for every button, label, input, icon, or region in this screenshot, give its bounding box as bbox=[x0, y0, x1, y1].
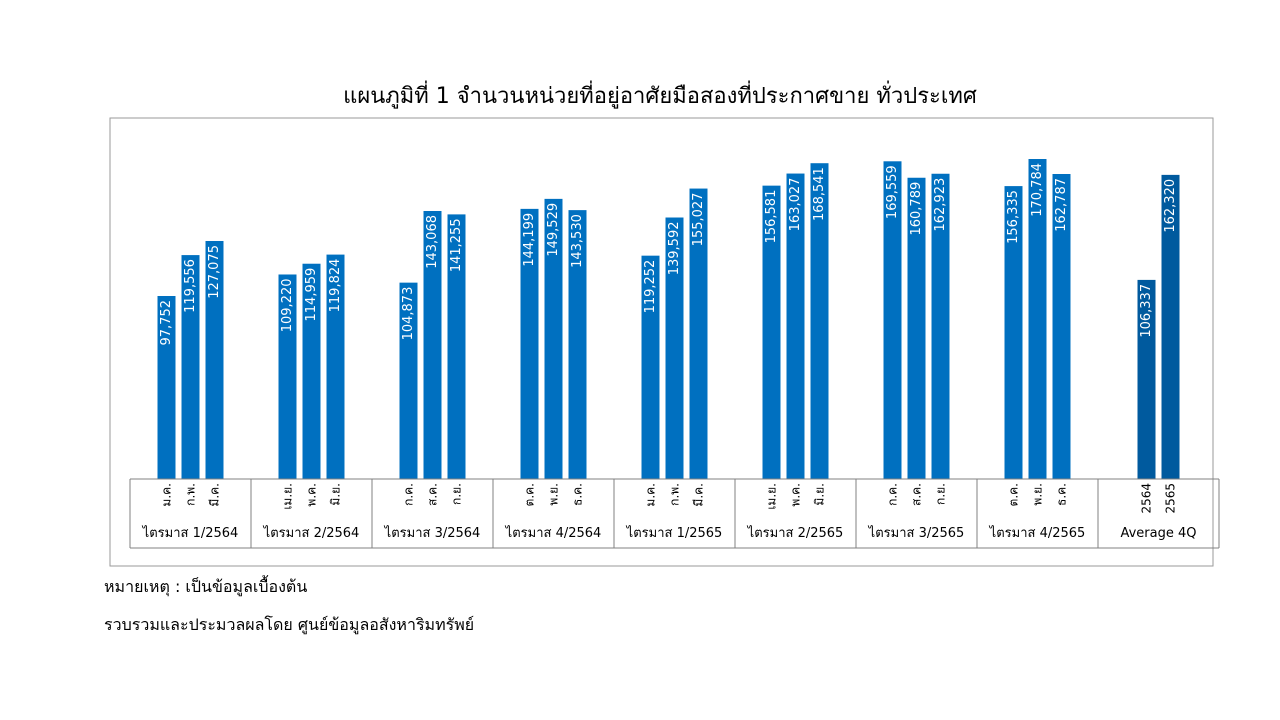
footnote-preliminary: หมายเหตุ : เป็นข้อมูลเบื้องต้น bbox=[104, 577, 308, 596]
bar-value-label: 114,959 bbox=[304, 268, 319, 322]
bar bbox=[520, 208, 539, 479]
bar bbox=[1161, 174, 1180, 479]
bar-value-label: 156,335 bbox=[1006, 190, 1021, 244]
month-tick-label: พ.ย. bbox=[1031, 483, 1045, 506]
bar bbox=[1004, 186, 1023, 479]
month-tick-label: ก.ค. bbox=[402, 483, 416, 506]
bar bbox=[326, 254, 345, 479]
bar-value-label: 155,027 bbox=[691, 193, 706, 247]
month-tick-label: ม.ค. bbox=[160, 483, 174, 507]
bar-value-label: 160,789 bbox=[909, 182, 924, 236]
month-tick-label: พ.ค. bbox=[305, 483, 319, 507]
bar-value-label: 169,559 bbox=[885, 165, 900, 219]
month-tick-label: ธ.ค. bbox=[571, 483, 585, 506]
month-tick-label: ต.ค. bbox=[1007, 483, 1021, 506]
month-tick-label: มิ.ย. bbox=[813, 483, 827, 506]
month-tick-label: ก.พ. bbox=[184, 483, 198, 506]
bar bbox=[568, 210, 587, 480]
bars-layer: 97,752 119,556 127,075 109,220 114,959 119,82… bbox=[157, 159, 1180, 480]
bar bbox=[447, 214, 466, 479]
bar bbox=[931, 173, 950, 479]
group-label: ไตรมาส 3/2564 bbox=[384, 525, 481, 541]
bar-value-label: 162,787 bbox=[1054, 178, 1069, 232]
month-tick-label: ก.ย. bbox=[450, 483, 464, 505]
group-label: ไตรมาส 4/2564 bbox=[505, 525, 602, 541]
bar bbox=[1137, 279, 1156, 479]
bar-value-label: 156,581 bbox=[764, 190, 779, 244]
bar-value-label: 139,592 bbox=[667, 222, 682, 276]
bar bbox=[302, 263, 321, 479]
bar bbox=[907, 177, 926, 480]
bar bbox=[665, 217, 684, 479]
bar bbox=[399, 282, 418, 479]
month-tick-label: มี.ค. bbox=[692, 483, 706, 507]
bar bbox=[278, 274, 297, 479]
month-tick-label: ส.ค. bbox=[910, 483, 924, 506]
footnote-source: รวบรวมและประมวลผลโดย ศูนย์ข้อมูลอสังหาริ… bbox=[104, 615, 475, 634]
month-tick-label: พ.ย. bbox=[547, 483, 561, 506]
month-tick-label: ก.ย. bbox=[934, 483, 948, 505]
bar-value-label: 162,320 bbox=[1163, 179, 1178, 233]
bar-value-label: 119,252 bbox=[643, 260, 658, 314]
bar bbox=[786, 173, 805, 480]
bar-value-label: 144,199 bbox=[522, 213, 537, 267]
month-tick-label: พ.ค. bbox=[789, 483, 803, 507]
bar-value-label: 163,027 bbox=[788, 178, 803, 232]
bar bbox=[1052, 174, 1071, 479]
month-tick-label: 2565 bbox=[1164, 483, 1178, 514]
group-label: ไตรมาส 3/2565 bbox=[868, 525, 965, 541]
month-tick-label: เม.ย. bbox=[281, 483, 295, 510]
bar bbox=[423, 210, 442, 479]
bar-value-label: 143,068 bbox=[425, 215, 440, 269]
bar bbox=[883, 161, 902, 479]
bar-value-label: 162,923 bbox=[933, 178, 948, 232]
chart-title: แผนภูมิที่ 1 จำนวนหน่วยที่อยู่อาศัยมือสอ… bbox=[343, 84, 977, 109]
bar-value-label: 127,075 bbox=[207, 245, 222, 299]
bar bbox=[157, 296, 176, 479]
month-tick-label: 2564 bbox=[1140, 483, 1154, 514]
month-tick-label: เม.ย. bbox=[765, 483, 779, 510]
group-label: ไตรมาส 1/2564 bbox=[142, 525, 239, 541]
bar bbox=[181, 255, 200, 479]
group-label: ไตรมาส 1/2565 bbox=[626, 525, 723, 541]
group-label: ไตรมาส 2/2565 bbox=[747, 525, 844, 541]
bar-value-label: 141,255 bbox=[449, 218, 464, 272]
month-tick-label: ธ.ค. bbox=[1055, 483, 1069, 506]
bar bbox=[641, 255, 660, 479]
bar bbox=[762, 185, 781, 480]
bar bbox=[689, 188, 708, 479]
month-tick-label: ส.ค. bbox=[426, 483, 440, 506]
category-axis: ไตรมาส 1/2564 ม.ค. ก.พ. มี.ค. ไตรมาส 2/2564 เ… bbox=[129, 478, 1220, 549]
bar-value-label: 149,529 bbox=[546, 203, 561, 257]
bar-value-label: 119,824 bbox=[328, 259, 343, 313]
bar bbox=[205, 240, 224, 479]
bar-value-label: 106,337 bbox=[1139, 284, 1154, 338]
bar-value-label: 119,556 bbox=[183, 259, 198, 313]
month-tick-label: ก.พ. bbox=[668, 483, 682, 506]
month-tick-label: มี.ค. bbox=[208, 483, 222, 507]
bar bbox=[1028, 159, 1047, 479]
month-tick-label: ต.ค. bbox=[523, 483, 537, 506]
month-tick-label: ม.ค. bbox=[644, 483, 658, 507]
month-tick-label: ก.ค. bbox=[886, 483, 900, 506]
bar-value-label: 170,784 bbox=[1030, 163, 1045, 217]
bar-value-label: 97,752 bbox=[159, 300, 174, 346]
bar bbox=[544, 198, 563, 479]
bar-value-label: 143,530 bbox=[570, 214, 585, 268]
bar bbox=[810, 163, 829, 479]
bar-value-label: 168,541 bbox=[812, 167, 827, 221]
group-label: ไตรมาส 2/2564 bbox=[263, 525, 360, 541]
month-tick-label: มิ.ย. bbox=[329, 483, 343, 506]
group-label: ไตรมาส 4/2565 bbox=[989, 525, 1086, 541]
bar-value-label: 104,873 bbox=[401, 287, 416, 341]
bar-value-label: 109,220 bbox=[280, 278, 295, 332]
plot-area-border bbox=[109, 117, 1214, 567]
group-label: Average 4Q bbox=[1120, 526, 1196, 541]
